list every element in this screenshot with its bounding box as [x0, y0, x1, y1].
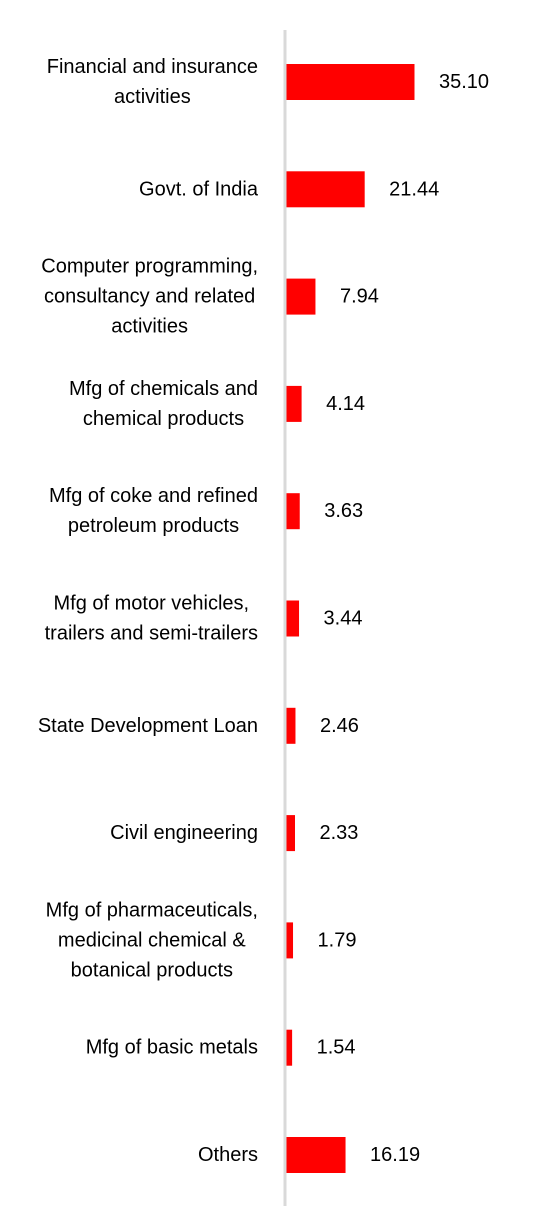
bar-0 — [286, 64, 415, 100]
value-label-9: 1.54 — [317, 1037, 356, 1059]
bar-9 — [286, 1029, 293, 1066]
value-label-0: 35.10 — [439, 71, 489, 93]
category-label-3-line-1: chemical products — [83, 408, 244, 430]
value-label-1: 21.44 — [389, 178, 439, 200]
value-label-6: 2.46 — [320, 715, 359, 737]
bar-5 — [286, 600, 300, 637]
value-label-8: 1.79 — [318, 929, 357, 951]
category-label-3: Mfg of chemicals and chemical products — [69, 378, 258, 430]
category-label-5-line-1: trailers and semi-trailers — [45, 623, 258, 645]
bar-7 — [286, 815, 295, 852]
category-label-4-line-0: Mfg of coke and refined — [49, 485, 258, 507]
category-label-1-line-0: Govt. of India — [139, 178, 259, 200]
bar-6 — [286, 707, 296, 744]
bars-layer — [286, 64, 415, 1173]
bar-8 — [286, 922, 294, 959]
category-label-1: Govt. of India — [139, 178, 259, 200]
category-label-10: Others — [198, 1144, 258, 1166]
bar-3 — [286, 385, 302, 422]
category-label-5: Mfg of motor vehicles, trailers and semi-… — [45, 593, 258, 645]
category-label-2: Computer programming, consultancy and rel… — [41, 256, 258, 338]
category-label-7-line-0: Civil engineering — [110, 822, 258, 844]
category-label-10-line-0: Others — [198, 1144, 258, 1166]
value-label-10: 16.19 — [370, 1144, 420, 1166]
category-label-4-line-1: petroleum products — [68, 515, 239, 537]
category-label-9-line-0: Mfg of basic metals — [86, 1037, 258, 1059]
category-label-5-line-0: Mfg of motor vehicles, — [53, 593, 249, 615]
bar-4 — [286, 493, 300, 530]
bar-10 — [286, 1137, 346, 1173]
value-label-5: 3.44 — [324, 608, 363, 630]
value-label-3: 4.14 — [326, 393, 365, 415]
category-labels-layer: Financial and insurance activities Govt. o… — [38, 56, 259, 1166]
category-label-6-line-0: State Development Loan — [38, 715, 258, 737]
category-label-9: Mfg of basic metals — [86, 1037, 258, 1059]
category-label-4: Mfg of coke and refined petroleum product… — [49, 485, 258, 537]
bar-1 — [286, 171, 365, 208]
value-label-4: 3.63 — [324, 500, 363, 522]
category-label-0: Financial and insurance activities — [47, 56, 258, 108]
category-label-3-line-0: Mfg of chemicals and — [69, 378, 258, 400]
category-label-8-line-2: botanical products — [71, 959, 233, 981]
value-label-7: 2.33 — [319, 822, 358, 844]
category-label-2-line-2: activities — [111, 316, 188, 338]
category-label-8-line-0: Mfg of pharmaceuticals, — [46, 899, 258, 921]
category-label-8: Mfg of pharmaceuticals, medicinal chemica… — [46, 899, 258, 981]
category-label-0-line-1: activities — [114, 86, 191, 108]
category-label-2-line-0: Computer programming, — [41, 256, 258, 278]
category-label-7: Civil engineering — [110, 822, 258, 844]
value-labels-layer: 35.10 21.44 7.94 4.14 3.63 3.44 2.46 2.33 1.79 1.… — [317, 71, 489, 1166]
bar-2 — [286, 278, 316, 315]
category-label-6: State Development Loan — [38, 715, 258, 737]
value-label-2: 7.94 — [340, 286, 379, 308]
category-label-2-line-1: consultancy and related — [44, 286, 255, 308]
category-label-0-line-0: Financial and insurance — [47, 56, 258, 78]
category-label-8-line-1: medicinal chemical & — [58, 929, 247, 951]
